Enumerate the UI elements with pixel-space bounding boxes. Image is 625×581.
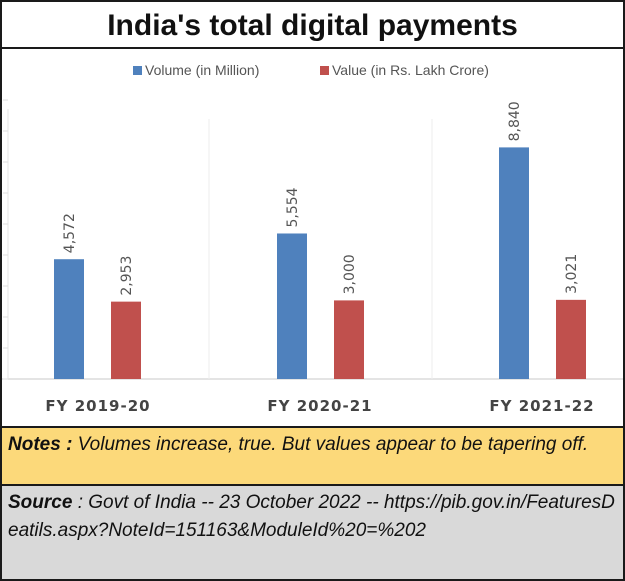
data-label-1-2: 3,021	[564, 254, 580, 294]
data-labels: 4,572 2,953 5,554 3,000 8,840 3,021	[62, 101, 580, 295]
x-tick-label-1: FY 2020-21	[267, 397, 372, 415]
data-label-1-1: 3,000	[342, 254, 358, 294]
y-axis-ticks	[3, 99, 8, 380]
bar-1-2	[556, 299, 586, 379]
bar-chart: Volume (in Million) Value (in Rs. Lakh Cr…	[2, 62, 623, 415]
data-label-1-0: 2,953	[119, 256, 135, 296]
bar-0-0	[54, 259, 84, 379]
bar-0-2	[499, 147, 529, 379]
bar-1-1	[334, 300, 364, 379]
x-axis-tick-labels: FY 2019-20 FY 2020-21 FY 2021-22	[45, 397, 594, 415]
source-text: Govt of India -- 23 October 2022 -- http…	[8, 492, 615, 541]
notes-panel: Notes : Volumes increase, true. But valu…	[2, 426, 623, 486]
notes-label: Notes	[8, 434, 61, 455]
data-label-0-2: 8,840	[507, 101, 523, 141]
x-tick-label-2: FY 2021-22	[489, 397, 594, 415]
x-tick-label-0: FY 2019-20	[45, 397, 150, 415]
chart-title: India's total digital payments	[2, 2, 623, 49]
data-label-0-0: 4,572	[62, 213, 78, 253]
bar-marks	[54, 147, 586, 379]
legend-swatch-0	[133, 66, 142, 75]
legend-label-1: Value (in Rs. Lakh Crore)	[332, 62, 489, 78]
bar-1-0	[111, 301, 141, 379]
legend-swatch-1	[320, 66, 329, 75]
source-separator: :	[72, 492, 83, 513]
legend: Volume (in Million) Value (in Rs. Lakh Cr…	[133, 62, 489, 78]
data-label-0-1: 5,554	[285, 187, 301, 227]
notes-separator: :	[60, 434, 73, 455]
legend-label-0: Volume (in Million)	[145, 62, 259, 78]
source-label: Source	[8, 492, 73, 513]
notes-text: Volumes increase, true. But values appea…	[72, 434, 589, 455]
source-panel: Source : Govt of India -- 23 October 202…	[2, 486, 623, 579]
bar-0-1	[277, 233, 307, 379]
